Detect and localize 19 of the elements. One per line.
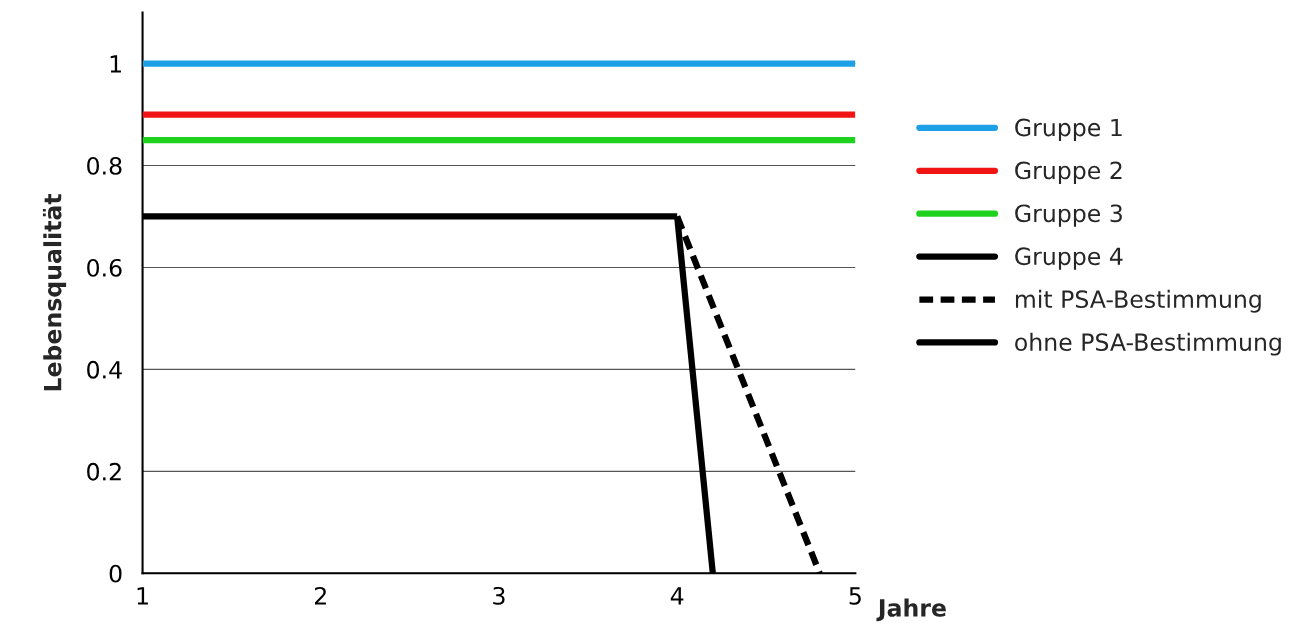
y-tick-label: 0.2: [87, 462, 121, 481]
x-tick-label: 4: [670, 587, 684, 605]
y-tick-label: 0.8: [87, 156, 122, 175]
y-axis-title: Lebensqualität: [42, 193, 67, 391]
x-tick-label: 2: [314, 586, 326, 605]
legend-label: Gruppe 4: [1015, 247, 1123, 270]
legend-label: Gruppe 2: [1015, 161, 1122, 184]
x-tick-label: 3: [493, 586, 505, 605]
legend-label: ohne PSA-Bestimmung: [1015, 332, 1281, 356]
legend-label: mit PSA-Bestimmung: [1015, 289, 1261, 313]
x-tick-label: 5: [849, 587, 861, 605]
x-tick-label: 1: [137, 587, 148, 605]
y-tick-label: 1: [110, 55, 121, 73]
x-axis-title: Jahre: [876, 598, 946, 622]
legend-label: Gruppe 1: [1015, 118, 1122, 141]
y-tick-label: 0.4: [87, 360, 122, 379]
y-tick-label: 0: [109, 564, 122, 583]
y-tick-label: 0.6: [87, 258, 122, 277]
legend-label: Gruppe 3: [1015, 204, 1122, 227]
